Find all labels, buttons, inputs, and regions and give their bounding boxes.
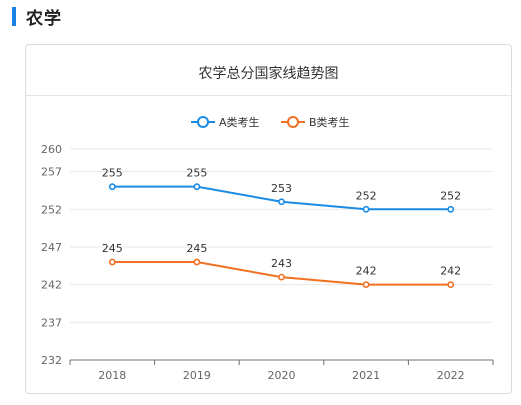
data-point[interactable] xyxy=(278,273,285,281)
legend-item-0[interactable]: A类考生 xyxy=(191,115,260,129)
data-point[interactable] xyxy=(362,205,370,213)
series-layer xyxy=(108,183,455,289)
data-label: 255 xyxy=(102,167,123,180)
data-point[interactable] xyxy=(108,183,116,191)
data-label: 255 xyxy=(186,167,207,180)
data-label: 252 xyxy=(440,189,461,202)
x-tick-label: 2022 xyxy=(437,369,465,382)
data-point[interactable] xyxy=(447,205,455,213)
x-tick-label: 2021 xyxy=(352,369,380,382)
x-tick-label: 2019 xyxy=(183,369,211,382)
data-label: 242 xyxy=(440,265,461,278)
y-tick-label: 260 xyxy=(41,143,62,156)
data-point[interactable] xyxy=(108,258,116,266)
data-point[interactable] xyxy=(362,281,370,289)
axes: 232 237 242 247 252 257 260 2018 2019 2020 2021 202… xyxy=(41,143,494,382)
chart-card: 农学总分国家线趋势图 xyxy=(25,44,512,394)
data-labels: 255 255 253 252 252 245 245 243 242 242 xyxy=(102,167,461,278)
y-tick-label: 257 xyxy=(41,166,62,179)
y-tick-label: 232 xyxy=(41,354,62,367)
chart-title: 农学总分国家线趋势图 xyxy=(198,66,339,82)
data-point[interactable] xyxy=(447,281,455,289)
y-tick-label: 237 xyxy=(41,316,62,329)
y-tick-label: 247 xyxy=(41,241,62,254)
section-accent-bar xyxy=(12,6,16,26)
data-label: 252 xyxy=(356,189,377,202)
y-tick-label: 242 xyxy=(41,279,62,292)
x-tick-label: 2020 xyxy=(268,369,296,382)
section-title: 农学 xyxy=(26,8,62,29)
card-divider xyxy=(26,95,511,96)
legend-marker xyxy=(197,116,209,128)
legend-marker xyxy=(287,116,299,128)
legend: A类考生 B类考生 xyxy=(191,115,350,129)
x-tick-label: 2018 xyxy=(98,369,126,382)
data-label: 242 xyxy=(356,265,377,278)
legend-item-1[interactable]: B类考生 xyxy=(281,115,350,129)
grid-lines xyxy=(70,148,493,323)
data-label: 245 xyxy=(102,242,123,255)
legend-label: B类考生 xyxy=(309,115,350,129)
data-point[interactable] xyxy=(193,258,201,266)
data-label: 243 xyxy=(271,257,292,270)
data-point[interactable] xyxy=(278,198,285,206)
y-tick-label: 252 xyxy=(41,203,62,216)
data-point[interactable] xyxy=(193,183,201,191)
legend-label: A类考生 xyxy=(219,115,260,129)
data-label: 253 xyxy=(271,182,292,195)
section-header: 农学 xyxy=(12,6,62,29)
data-label: 245 xyxy=(186,242,207,255)
